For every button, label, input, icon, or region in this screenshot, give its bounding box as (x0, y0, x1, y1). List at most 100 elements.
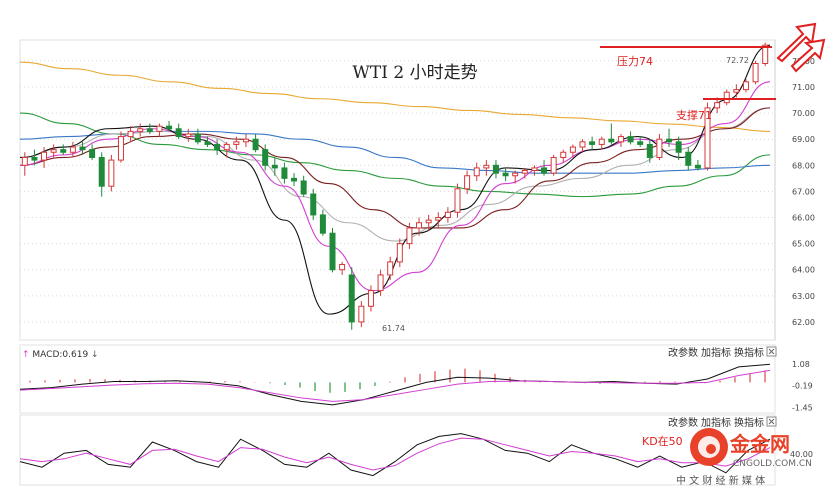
candle-body (69, 146, 76, 153)
macd-header: ↑ MACD:0.619 ↓ (22, 350, 99, 360)
macd-controls: 改参数 加指标 换指标 (668, 346, 777, 359)
candle-body (637, 141, 644, 145)
macd-y-tick: -0.19 (792, 382, 813, 391)
candle-body (377, 274, 384, 292)
kd-k-line (19, 433, 771, 477)
candle-body (752, 62, 759, 83)
macd-histogram (29, 368, 766, 393)
candle-body (271, 164, 278, 169)
candle-body (31, 156, 38, 161)
price-y-tick: 68.00 (792, 161, 815, 170)
macd-y-axis: 1.08 -0.19 -1.45 (792, 360, 813, 413)
control-加指标[interactable]: 加指标 (701, 416, 731, 429)
candle-body (387, 261, 394, 276)
candle-body (98, 156, 105, 187)
resistance-label: 压力74 (617, 55, 653, 68)
candle-body (444, 211, 451, 219)
kd-panel: 改参数 加指标 换指标 KD在50 40.00 (19, 414, 813, 486)
price-y-tick: 65.00 (792, 240, 815, 249)
price-y-tick: 70.00 (792, 109, 815, 118)
candle-body (156, 125, 163, 132)
candle-body (492, 164, 499, 174)
candle-body (146, 128, 153, 132)
candle-body (396, 243, 403, 263)
support-label: 支撑71 (676, 108, 712, 122)
candle-body (714, 102, 721, 109)
candle-body (704, 107, 711, 169)
candle-body (310, 193, 317, 216)
candle-body (108, 159, 115, 187)
macd-y-tick: 1.08 (792, 360, 810, 369)
kd-d-line (19, 437, 771, 471)
candle-body (694, 164, 701, 169)
candle-body (127, 130, 134, 138)
kd-annotation: KD在50 (642, 435, 683, 448)
candle-body (598, 138, 605, 145)
macd-y-tick: -1.45 (792, 403, 813, 412)
candle-body (214, 143, 221, 151)
candle-body (358, 305, 365, 323)
candle-body (194, 133, 201, 143)
candle-body (175, 128, 182, 138)
candle-body (281, 167, 288, 179)
candle-body (300, 180, 307, 195)
candle-body (41, 151, 48, 161)
price-panel: 72.0071.0070.0069.0068.0067.0066.0065.00… (19, 22, 826, 341)
candle-body (416, 222, 423, 229)
macd-lines (19, 363, 771, 406)
candle-body (348, 274, 355, 323)
macd-panel: ↑ MACD:0.619 ↓ 1.08 -0.19 -1.45 改参数 加指标 换指标 (19, 344, 813, 414)
candle-body (339, 264, 346, 271)
candle-body (291, 177, 298, 182)
control-加指标[interactable]: 加指标 (701, 346, 731, 359)
control-改参数[interactable]: 改参数 (668, 416, 698, 429)
candle-body (531, 167, 538, 172)
candle-body (617, 136, 624, 143)
candle-body (454, 188, 461, 213)
candle-body (608, 138, 615, 143)
watermark-brand: 金金网 (729, 432, 790, 456)
high-label: 72.72 (726, 56, 749, 65)
candle-body (60, 149, 67, 153)
candle-body (21, 156, 28, 166)
price-y-tick: 71.00 (792, 83, 815, 92)
candle-body (223, 143, 230, 151)
candle-body (733, 89, 740, 93)
candle-body (762, 44, 769, 64)
candle-body (569, 146, 576, 153)
candle-body (560, 151, 567, 158)
candle-body (550, 156, 557, 174)
kd-lines (19, 433, 771, 477)
candle-body (483, 164, 490, 169)
moving-average-line (19, 112, 771, 198)
macd-dea-line (19, 369, 771, 402)
candle-body (579, 141, 586, 148)
control-换指标[interactable]: 换指标 (734, 346, 764, 359)
candle-body (319, 214, 326, 234)
candle-body (473, 167, 480, 177)
watermark-site: CNGOLD.COM.CN (733, 459, 812, 469)
price-y-tick: 66.00 (792, 214, 815, 223)
price-y-tick: 69.00 (792, 135, 815, 144)
price-y-tick: 67.00 (792, 187, 815, 196)
candle-body (242, 138, 249, 143)
kd-y-tick: 40.00 (790, 450, 813, 459)
moving-average-line (19, 107, 771, 242)
control-换指标[interactable]: 换指标 (734, 416, 764, 429)
candle-body (329, 232, 336, 271)
candle-body (656, 138, 663, 158)
control-改参数[interactable]: 改参数 (668, 346, 698, 359)
candle-body (435, 217, 442, 221)
low-label: 61.74 (382, 324, 405, 333)
candle-body (185, 133, 192, 138)
candlestick-series (21, 42, 769, 330)
candle-body (425, 219, 432, 224)
price-y-tick: 64.00 (792, 266, 815, 275)
price-y-axis: 72.0071.0070.0069.0068.0067.0066.0065.00… (792, 57, 815, 327)
candle-body (406, 227, 413, 245)
candle-body (262, 149, 269, 166)
candle-body (252, 138, 259, 151)
breakout-arrow-icon (790, 38, 826, 73)
candle-body (166, 125, 173, 130)
